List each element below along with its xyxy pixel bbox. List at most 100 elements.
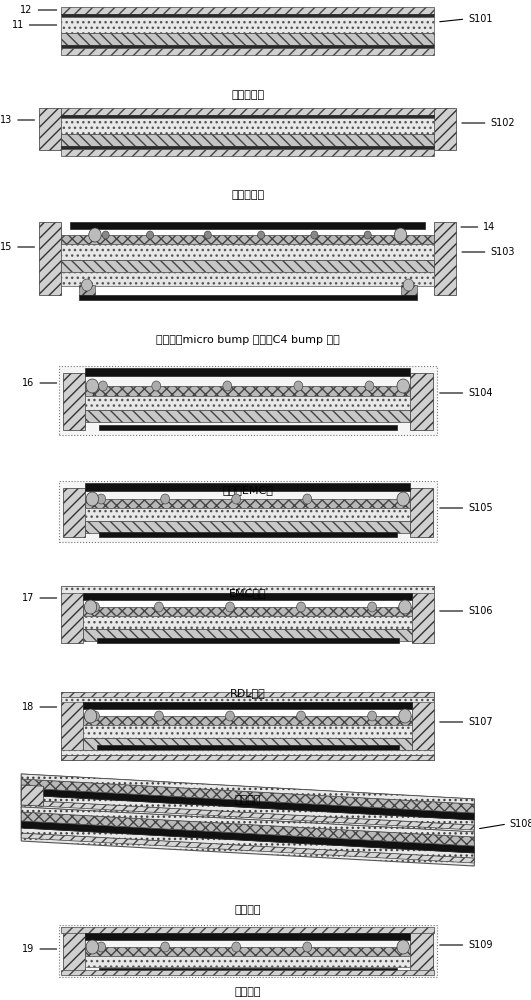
Circle shape xyxy=(97,942,106,952)
Bar xyxy=(63,373,85,430)
Bar xyxy=(61,692,83,760)
Bar xyxy=(39,222,61,295)
Text: 16: 16 xyxy=(22,378,35,388)
Bar xyxy=(61,149,434,156)
Polygon shape xyxy=(21,795,474,825)
Bar xyxy=(85,410,410,422)
Circle shape xyxy=(395,228,407,242)
Bar xyxy=(412,586,434,643)
Circle shape xyxy=(204,231,211,239)
Circle shape xyxy=(364,231,371,239)
Bar xyxy=(83,629,412,641)
Text: 11: 11 xyxy=(12,20,24,30)
Text: S106: S106 xyxy=(468,606,493,616)
Circle shape xyxy=(367,602,376,612)
Circle shape xyxy=(161,942,169,952)
Circle shape xyxy=(86,492,99,506)
Bar xyxy=(61,134,434,146)
Bar xyxy=(99,968,397,973)
Circle shape xyxy=(258,231,264,239)
Text: 塑封（EMC）: 塑封（EMC） xyxy=(222,485,273,495)
Circle shape xyxy=(397,940,409,954)
Bar xyxy=(85,368,410,376)
Text: 12: 12 xyxy=(20,5,33,15)
Text: 阻焊绿油: 阻焊绿油 xyxy=(235,795,261,805)
Polygon shape xyxy=(21,812,474,846)
Bar xyxy=(61,272,434,286)
Text: 线路层制作: 线路层制作 xyxy=(231,90,264,100)
Circle shape xyxy=(311,231,318,239)
Circle shape xyxy=(367,711,376,721)
Bar xyxy=(70,222,425,229)
Bar xyxy=(85,396,410,410)
Bar xyxy=(400,285,416,295)
Bar xyxy=(61,750,434,755)
Circle shape xyxy=(226,602,234,612)
Polygon shape xyxy=(21,828,474,858)
Bar xyxy=(85,386,410,396)
Bar xyxy=(412,692,434,760)
Bar xyxy=(61,970,434,975)
Bar xyxy=(410,929,433,973)
Bar xyxy=(63,488,85,537)
Bar xyxy=(85,499,410,508)
Circle shape xyxy=(97,494,106,504)
Polygon shape xyxy=(21,788,474,820)
Circle shape xyxy=(155,602,164,612)
Circle shape xyxy=(99,381,107,391)
Bar xyxy=(61,33,434,45)
Polygon shape xyxy=(21,774,474,833)
Polygon shape xyxy=(21,807,474,837)
Bar xyxy=(79,285,95,295)
Bar xyxy=(85,956,410,967)
Bar xyxy=(79,295,416,300)
Circle shape xyxy=(297,602,305,612)
Bar xyxy=(58,925,437,977)
Bar xyxy=(83,616,412,629)
Bar xyxy=(97,745,399,750)
Text: 14: 14 xyxy=(483,222,495,232)
Bar xyxy=(85,483,410,491)
Bar xyxy=(61,692,434,697)
Text: RDL制作: RDL制作 xyxy=(230,688,266,698)
Text: 15: 15 xyxy=(0,242,12,252)
Bar xyxy=(434,222,457,295)
Bar xyxy=(39,108,61,150)
Polygon shape xyxy=(21,774,474,804)
Bar xyxy=(61,755,434,760)
Bar xyxy=(61,260,434,272)
Circle shape xyxy=(147,231,153,239)
Polygon shape xyxy=(21,800,474,830)
Circle shape xyxy=(91,711,99,721)
Bar xyxy=(58,481,437,542)
Circle shape xyxy=(161,494,169,504)
Text: 金属柱制作: 金属柱制作 xyxy=(231,190,264,200)
Circle shape xyxy=(89,228,101,242)
Bar xyxy=(83,702,412,709)
Bar xyxy=(61,244,434,260)
Bar xyxy=(58,366,437,435)
Text: S105: S105 xyxy=(468,503,493,513)
Circle shape xyxy=(303,494,312,504)
Bar xyxy=(83,738,412,750)
Circle shape xyxy=(84,600,97,614)
Circle shape xyxy=(397,492,409,506)
Text: S104: S104 xyxy=(468,388,493,398)
Bar xyxy=(61,115,434,118)
Polygon shape xyxy=(21,821,474,853)
Text: EMC减薄: EMC减薄 xyxy=(229,588,267,598)
Text: 19: 19 xyxy=(22,944,35,954)
Circle shape xyxy=(399,709,411,723)
Polygon shape xyxy=(21,807,474,866)
Bar xyxy=(85,521,410,533)
Circle shape xyxy=(294,381,303,391)
Bar xyxy=(61,118,434,134)
Bar xyxy=(83,716,412,725)
Circle shape xyxy=(403,279,414,291)
Circle shape xyxy=(82,279,92,291)
Text: 17: 17 xyxy=(22,593,35,603)
Text: S109: S109 xyxy=(468,940,493,950)
Bar xyxy=(83,725,412,738)
Text: 拆承载板: 拆承载板 xyxy=(235,905,261,915)
Circle shape xyxy=(397,379,409,393)
